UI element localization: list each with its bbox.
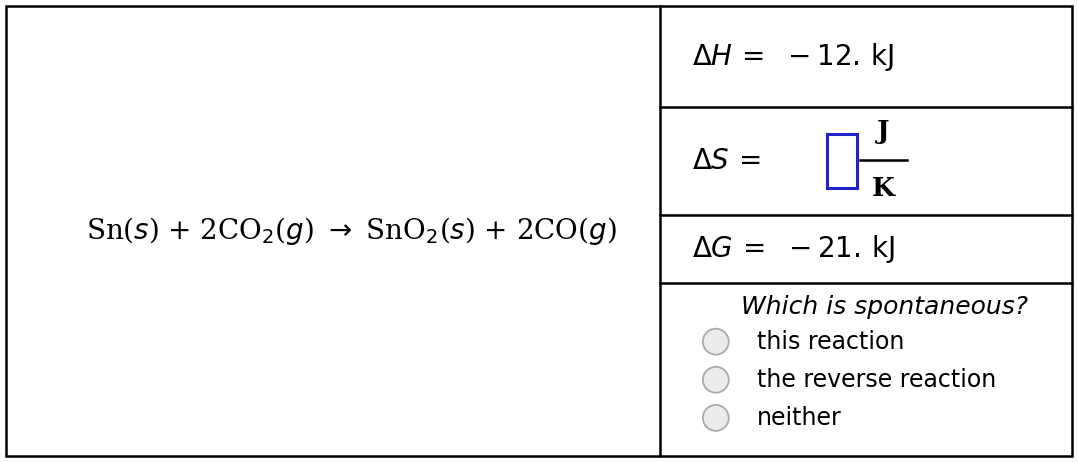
Text: J: J <box>877 119 889 144</box>
Circle shape <box>703 329 729 355</box>
Circle shape <box>703 405 729 431</box>
Bar <box>827 134 857 188</box>
Text: neither: neither <box>757 406 842 430</box>
Text: Which is spontaneous?: Which is spontaneous? <box>741 295 1027 319</box>
Text: $\Delta G\, =\;\, -21.\, \mathrm{kJ}$: $\Delta G\, =\;\, -21.\, \mathrm{kJ}$ <box>692 233 895 265</box>
Text: this reaction: this reaction <box>757 330 904 353</box>
Text: the reverse reaction: the reverse reaction <box>757 368 996 392</box>
Text: $\Delta S\, =$: $\Delta S\, =$ <box>692 148 761 175</box>
Circle shape <box>703 367 729 393</box>
Text: K: K <box>872 176 895 201</box>
Text: $\Delta H\, =\;\, -12.\, \mathrm{kJ}$: $\Delta H\, =\;\, -12.\, \mathrm{kJ}$ <box>692 41 894 73</box>
Text: Sn($s$) + 2CO$_2$($g$) $\rightarrow$ SnO$_2$($s$) + 2CO($g$): Sn($s$) + 2CO$_2$($g$) $\rightarrow$ SnO… <box>86 215 617 247</box>
